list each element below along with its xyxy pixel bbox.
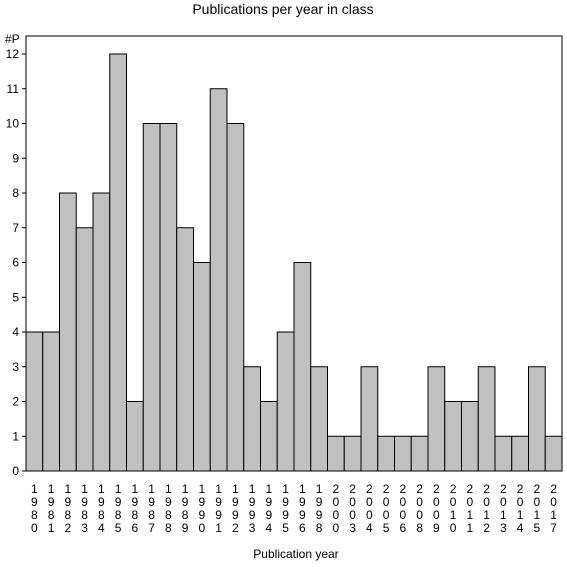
- bar-1993: [243, 366, 261, 472]
- y-tick-label: 12: [6, 47, 20, 61]
- bar-1980: [25, 331, 44, 472]
- bar-2006: [394, 435, 412, 472]
- y-tick-label: 10: [6, 117, 20, 131]
- bar-2012: [477, 366, 496, 472]
- bar-2005: [377, 435, 395, 472]
- bar-2014: [511, 435, 529, 472]
- x-axis-label: Publication year: [253, 547, 338, 561]
- bar-2003: [343, 435, 362, 472]
- bar-1990: [193, 262, 211, 472]
- bar-1986: [126, 401, 144, 472]
- bar-1995: [276, 331, 295, 472]
- y-tick-label: 8: [12, 186, 19, 200]
- y-tick-label: 3: [12, 360, 19, 374]
- bar-1985: [109, 53, 127, 472]
- bar-2008: [410, 435, 429, 472]
- bar-2011: [461, 401, 479, 472]
- y-tick-label: 2: [12, 395, 19, 409]
- bars-group: [25, 53, 563, 472]
- bar-1984: [92, 192, 111, 472]
- bar-2004: [360, 366, 379, 472]
- bar-2015: [528, 366, 546, 472]
- y-tick-label: 0: [12, 464, 19, 478]
- y-tick-label: 11: [7, 82, 20, 96]
- y-tick-label: 4: [12, 325, 19, 339]
- bar-2000: [327, 435, 345, 472]
- bar-1994: [260, 401, 278, 472]
- bar-1996: [293, 262, 312, 472]
- y-tick-label: 9: [12, 151, 19, 165]
- bar-2017: [544, 435, 563, 472]
- bar-2010: [444, 401, 462, 472]
- bar-1992: [226, 123, 245, 472]
- bar-1998: [310, 366, 328, 472]
- bar-1989: [176, 227, 194, 472]
- x-axis: 1 9 8 0 1 9 8 1 1 9 8 2 1 9 8 3 1 9 8 4 1 9 8 5 1 9 8 6 1 9 8 7 1 9 8 8 1 9 8 9…: [31, 482, 557, 535]
- y-tick-label: 5: [12, 290, 19, 304]
- bar-1982: [59, 192, 77, 472]
- chart-title: Publications per year in class: [192, 1, 373, 17]
- y-tick-label: 6: [12, 256, 19, 270]
- bar-1981: [42, 331, 60, 472]
- bar-1987: [142, 123, 161, 472]
- bar-2009: [427, 366, 446, 472]
- y-axis-label: #P: [5, 32, 20, 46]
- bar-1983: [75, 227, 94, 472]
- bar-1991: [209, 88, 228, 472]
- y-tick-label: 7: [12, 221, 19, 235]
- y-tick-label: 1: [12, 429, 19, 443]
- bar-2013: [494, 435, 513, 472]
- bar-1988: [159, 123, 178, 472]
